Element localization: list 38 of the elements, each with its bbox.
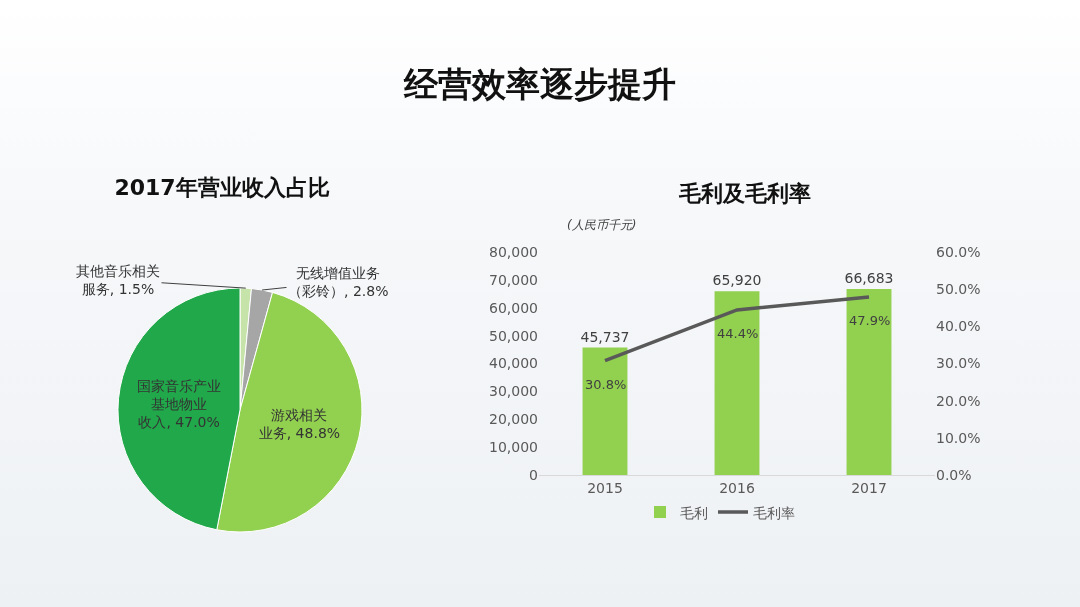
bar bbox=[582, 347, 628, 475]
y2-tick-label: 0.0% bbox=[936, 466, 972, 483]
legend-label: 毛利 bbox=[680, 504, 708, 521]
data-label: 66,683 bbox=[844, 270, 894, 287]
x-tick-label: 2016 bbox=[719, 479, 755, 496]
data-label: 30.8% bbox=[585, 377, 627, 392]
x-tick-label: 2017 bbox=[851, 479, 887, 496]
data-label: 45,737 bbox=[580, 328, 630, 345]
slice-label: 游戏相关业务, 48.8% bbox=[258, 406, 341, 442]
y-tick-label: 50,000 bbox=[489, 327, 538, 344]
y-tick-label: 60,000 bbox=[489, 299, 538, 316]
y-tick-label: 20,000 bbox=[489, 411, 538, 428]
data-label: 65,920 bbox=[712, 272, 762, 289]
data-label: 47.9% bbox=[849, 313, 891, 328]
chart-title: 2017年营业收入占比 bbox=[114, 174, 330, 200]
y-tick-label: 10,000 bbox=[489, 439, 538, 456]
y2-tick-label: 50.0% bbox=[936, 281, 981, 298]
bar bbox=[714, 291, 760, 475]
y-tick-label: 80,000 bbox=[489, 243, 538, 260]
data-label: 44.4% bbox=[717, 326, 759, 341]
y-axis-title: (人民币千元) bbox=[567, 218, 637, 232]
y2-tick-label: 20.0% bbox=[936, 392, 981, 409]
x-tick-label: 2015 bbox=[587, 479, 623, 496]
y-tick-label: 30,000 bbox=[489, 383, 538, 400]
y-tick-label: 0 bbox=[529, 466, 538, 483]
y-tick-label: 70,000 bbox=[489, 271, 538, 288]
bar bbox=[846, 289, 892, 475]
text: 经营效率逐步提升 bbox=[404, 63, 676, 106]
legend-label: 毛利率 bbox=[753, 504, 795, 521]
slice-label: 国家音乐产业基地物业收入, 47.0% bbox=[137, 377, 222, 431]
y2-tick-label: 60.0% bbox=[936, 243, 981, 260]
y-tick-label: 40,000 bbox=[489, 355, 538, 372]
slice-label: 无线增值业务（彩铃）, 2.8% bbox=[288, 265, 389, 300]
y2-tick-label: 30.0% bbox=[936, 355, 981, 372]
slice-label: 其他音乐相关服务, 1.5% bbox=[76, 263, 160, 298]
y2-tick-label: 40.0% bbox=[936, 318, 981, 335]
chart-title: 毛利及毛利率 bbox=[678, 180, 811, 206]
y2-tick-label: 10.0% bbox=[936, 429, 981, 446]
